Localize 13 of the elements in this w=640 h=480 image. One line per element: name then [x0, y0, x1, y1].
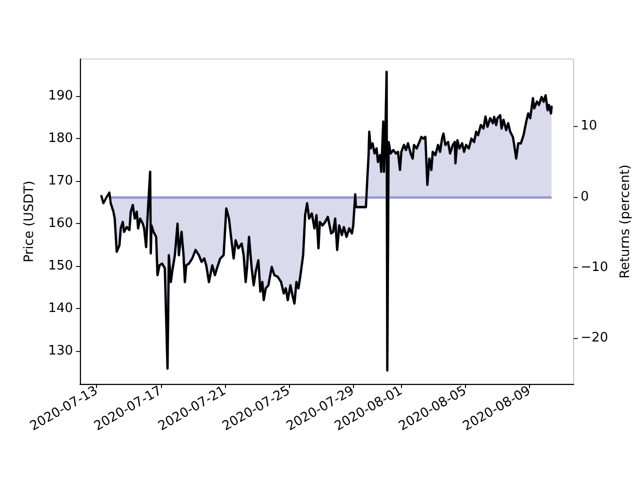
y2-tick-label: 0: [580, 189, 589, 204]
y-axis-title: Price (USDT): [22, 180, 37, 262]
y-tick-label: 190: [48, 88, 73, 104]
y2-tick-label: −20: [580, 330, 608, 346]
y2-tick-label: 10: [580, 118, 598, 134]
y-tick-label: 170: [48, 174, 73, 189]
y-tick-label: 180: [48, 131, 73, 146]
y-tick-label: 130: [48, 344, 73, 359]
y-tick-label: 150: [48, 258, 73, 274]
y-tick-label: 160: [48, 216, 73, 232]
y-tick-label: 140: [48, 301, 73, 316]
y2-axis-title: Returns (percent): [618, 164, 633, 278]
y2-tick-label: −10: [580, 260, 608, 275]
